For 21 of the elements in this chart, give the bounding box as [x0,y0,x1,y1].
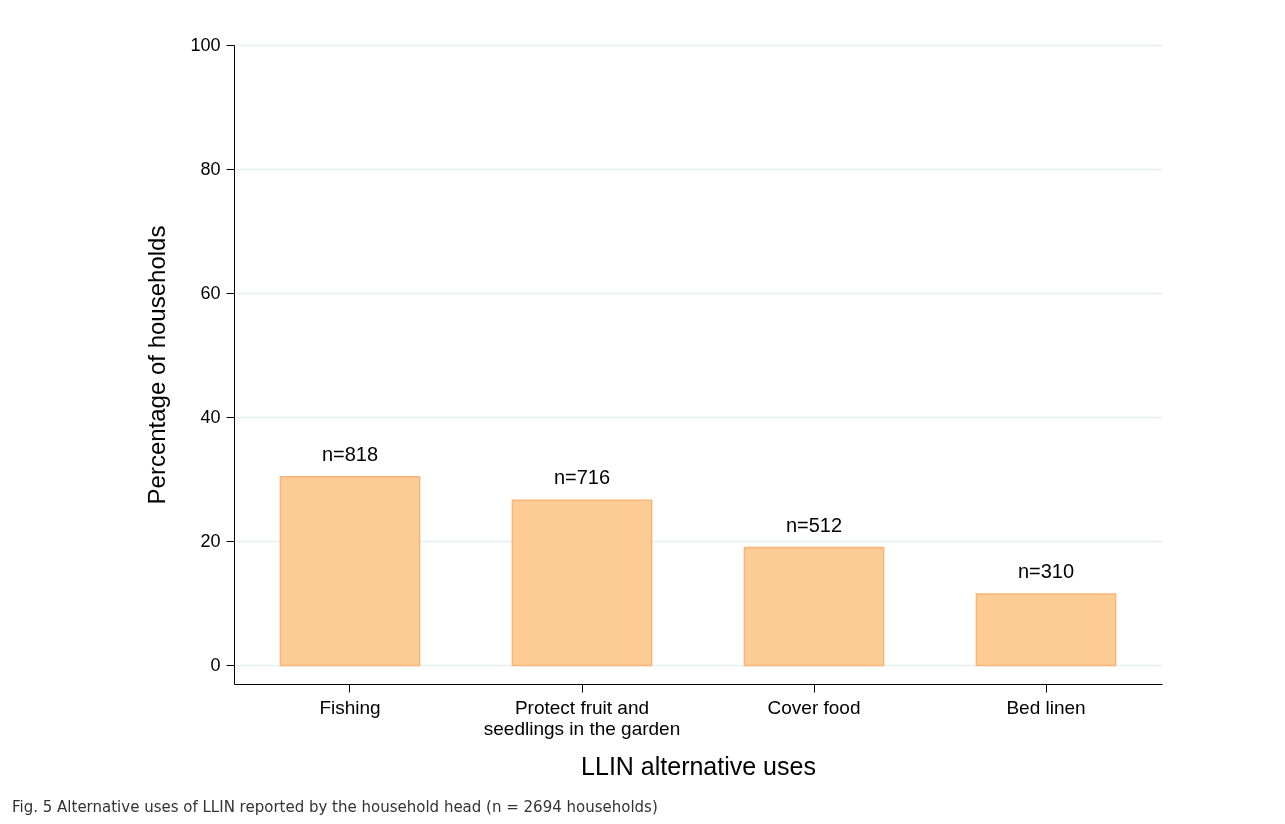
bar [743,546,885,667]
y-axis-title: Percentage of households [143,225,171,505]
x-tick-label: Fishing [319,696,381,718]
y-tick-label: 100 [190,34,221,55]
caption: Fig. 5 Alternative uses of LLIN reported by the household head (n = 2694 households) [12,798,658,816]
bar [975,593,1117,667]
x-axis-title: LLIN alternative uses [581,751,816,780]
bar [511,499,653,667]
annotation: n=716 [553,466,611,489]
annotation: n=310 [1017,560,1075,583]
x-tick-label: Bed linen [1006,696,1086,718]
x-tick-label: Cover food [767,696,861,718]
y-tick-label: 80 [200,158,221,179]
x-tick-label: Protect fruit and seedlings in the garden [483,696,681,739]
y-tick-label: 40 [200,406,221,427]
annotation: n=512 [785,513,843,536]
annotation: n=818 [321,442,379,465]
y-tick-label: 0 [210,654,221,675]
y-tick-label: 20 [200,530,221,551]
y-tick-label: 60 [200,282,221,303]
bar [279,476,421,667]
